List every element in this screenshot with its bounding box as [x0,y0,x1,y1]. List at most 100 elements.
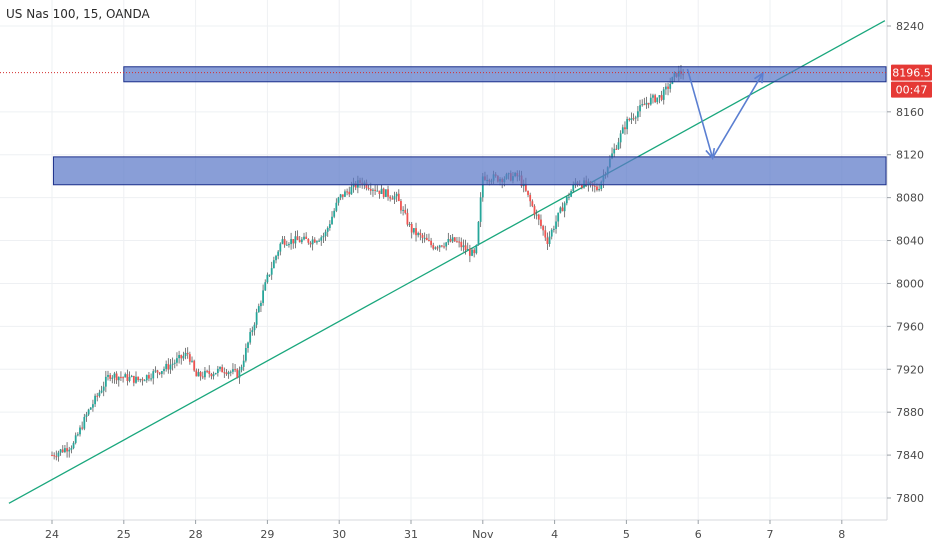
candle-body [434,247,437,249]
candle-body [412,228,415,233]
candle-body [204,370,206,378]
candle-body [656,97,659,103]
x-tick-label: 5 [623,528,630,541]
candle-body [61,449,64,453]
candle-body [234,369,236,371]
candle-body [542,226,545,231]
y-tick-label: 8160 [896,106,924,119]
candle-body [70,448,73,450]
candle-body [367,187,370,189]
candle-body [320,237,323,241]
candle-body [552,228,555,230]
candle-body [180,355,183,359]
candle-body [533,206,536,215]
candle-body [272,260,275,269]
candle-body [81,427,84,429]
candle-body [163,368,165,372]
candle-body [462,245,465,248]
x-tick-label: 31 [404,528,418,541]
projection-arrowhead-up [754,71,764,84]
candle-body [341,194,344,197]
candle-body [555,221,557,229]
candle-body [475,244,478,254]
candle-body [150,378,152,380]
candle-body [132,375,135,383]
candle-body [191,360,193,362]
candle-body [335,202,338,211]
candle-body [270,268,273,275]
countdown-label-bg [891,81,932,98]
candle-body [145,375,148,381]
candle-body [206,370,208,372]
candle-body [176,358,178,363]
candle-body [79,427,81,435]
candle-body [53,455,56,457]
candle-body [143,380,146,382]
current-price-label-bg [891,64,932,81]
candle-body [227,372,230,375]
y-tick-label: 8080 [896,192,924,205]
candle-body [229,371,232,373]
candle-body [279,243,282,252]
candle-body [288,244,290,246]
candle-body [266,274,269,283]
candle-body [529,194,532,202]
candle-body [374,189,376,191]
candle-body [333,210,336,217]
candle-body [346,191,348,193]
candle-body [195,370,198,377]
candle-body [156,370,159,373]
candle-body [139,379,142,381]
candle-body [430,240,433,246]
candle-body [188,354,191,362]
candle-body [104,376,107,387]
candle-body [236,369,239,378]
candle-body [376,190,379,192]
candle-body [169,364,172,370]
candle-body [453,237,456,242]
candle-body [400,201,402,211]
candle-body [55,456,58,458]
candle-body [135,376,137,383]
candle-body [249,332,252,343]
candle-body [540,219,542,227]
candle-body [111,377,114,379]
candle-body [382,188,385,197]
x-tick-label: 29 [260,528,274,541]
candle-body [669,83,672,89]
y-tick-label: 7920 [896,363,924,376]
candle-body [92,404,94,408]
candle-body [96,395,99,397]
candle-body [313,239,316,243]
candle-body [160,371,163,374]
candle-body [611,153,613,159]
x-tick-label: 8 [838,528,845,541]
candle-body [85,414,88,417]
candle-body [337,197,340,203]
trend-annotations [8,20,886,504]
candle-body [221,366,224,373]
candle-body [527,190,529,195]
candle-body [242,360,245,367]
candle-body [72,442,75,449]
candle-body [649,97,652,105]
candle-body [292,239,295,244]
x-tick-label: 28 [189,528,203,541]
candle-body [419,232,422,236]
candle-body [232,369,234,372]
candle-body [171,363,174,365]
candle-body [303,236,305,240]
candle-body [350,186,353,195]
candle-body [94,395,96,405]
candle-body [59,449,62,453]
candle-body [214,372,217,375]
candle-body [296,236,299,240]
candle-body [456,241,458,243]
candle-body [154,370,157,372]
y-tick-label: 8120 [896,149,924,162]
candle-body [120,376,122,378]
candle-body [275,255,277,261]
candle-body [658,95,661,98]
